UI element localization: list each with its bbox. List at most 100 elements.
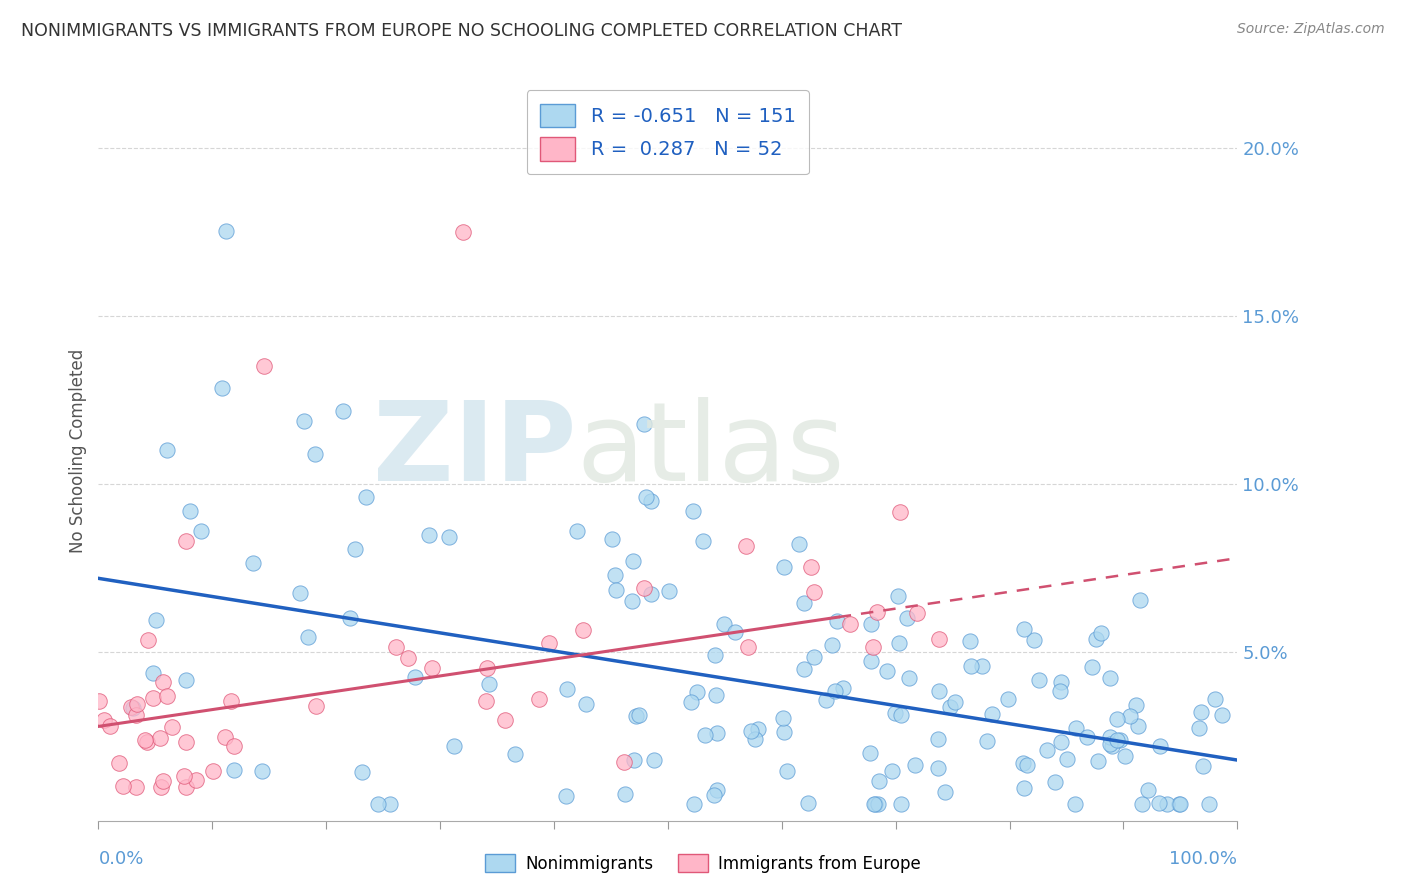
Legend: Nonimmigrants, Immigrants from Europe: Nonimmigrants, Immigrants from Europe: [478, 847, 928, 880]
Point: [494, 714, 516, 728]
Point: [980, 707, 1002, 722]
Point: [934, 785, 956, 799]
Point: [173, 769, 195, 783]
Point: [1056, 752, 1078, 766]
Point: [605, 568, 627, 582]
Point: [682, 504, 704, 518]
Point: [744, 732, 766, 747]
Point: [176, 673, 198, 687]
Point: [1098, 730, 1121, 744]
Point: [634, 491, 657, 505]
Point: [136, 735, 159, 749]
Point: [740, 724, 762, 739]
Point: [803, 585, 825, 599]
Point: [1198, 797, 1220, 811]
Point: [1189, 705, 1212, 719]
Point: [776, 764, 799, 778]
Point: [706, 726, 728, 740]
Point: [111, 779, 134, 793]
Point: [724, 624, 747, 639]
Point: [704, 689, 727, 703]
Point: [134, 732, 156, 747]
Point: [868, 774, 890, 789]
Point: [420, 660, 443, 674]
Point: [928, 684, 950, 698]
Point: [943, 695, 966, 709]
Point: [880, 764, 903, 779]
Point: [222, 763, 245, 777]
Point: [800, 560, 823, 574]
Point: [787, 537, 810, 551]
Point: [145, 613, 167, 627]
Point: [859, 654, 882, 668]
Point: [890, 797, 912, 811]
Point: [876, 664, 898, 678]
Text: Source: ZipAtlas.com: Source: ZipAtlas.com: [1237, 22, 1385, 37]
Point: [478, 677, 501, 691]
Point: [862, 640, 884, 655]
Point: [1125, 698, 1147, 712]
Point: [821, 638, 844, 652]
Point: [827, 614, 849, 628]
Point: [627, 708, 650, 723]
Point: [1064, 721, 1087, 735]
Point: [1188, 721, 1211, 735]
Point: [772, 559, 794, 574]
Point: [683, 797, 706, 811]
Point: [793, 662, 815, 676]
Point: [150, 780, 173, 794]
Point: [1109, 733, 1132, 747]
Point: [613, 755, 636, 769]
Point: [623, 753, 645, 767]
Point: [1211, 708, 1233, 723]
Point: [960, 659, 983, 673]
Point: [600, 532, 623, 546]
Point: [176, 780, 198, 794]
Point: [290, 586, 312, 600]
Point: [398, 651, 420, 665]
Point: [1022, 633, 1045, 648]
Point: [905, 606, 928, 620]
Point: [1028, 673, 1050, 688]
Text: NONIMMIGRANTS VS IMMIGRANTS FROM EUROPE NO SCHOOLING COMPLETED CORRELATION CHART: NONIMMIGRANTS VS IMMIGRANTS FROM EUROPE …: [21, 22, 903, 40]
Point: [503, 747, 526, 761]
Point: [122, 701, 145, 715]
Point: [555, 789, 578, 803]
Point: [202, 764, 225, 779]
Point: [152, 773, 174, 788]
Point: [575, 697, 598, 711]
Point: [125, 697, 148, 711]
Point: [1090, 626, 1112, 640]
Point: [125, 708, 148, 723]
Point: [136, 632, 159, 647]
Point: [614, 787, 637, 801]
Point: [824, 684, 846, 698]
Text: atlas: atlas: [576, 397, 845, 504]
Point: [142, 691, 165, 706]
Point: [477, 661, 499, 675]
Point: [1036, 743, 1059, 757]
Point: [897, 671, 920, 685]
Point: [156, 443, 179, 458]
Point: [1149, 739, 1171, 753]
Point: [927, 761, 949, 775]
Point: [174, 534, 197, 549]
Point: [889, 636, 911, 650]
Point: [474, 694, 496, 708]
Point: [626, 709, 648, 723]
Point: [93, 713, 115, 727]
Point: [219, 694, 242, 708]
Point: [149, 731, 172, 745]
Point: [1204, 692, 1226, 706]
Point: [242, 557, 264, 571]
Point: [793, 596, 815, 610]
Point: [160, 720, 183, 734]
Y-axis label: No Schooling Completed: No Schooling Completed: [69, 349, 87, 552]
Point: [1045, 774, 1067, 789]
Point: [858, 746, 880, 760]
Point: [184, 772, 207, 787]
Point: [1101, 739, 1123, 753]
Point: [1012, 623, 1035, 637]
Point: [863, 797, 886, 811]
Point: [928, 632, 950, 646]
